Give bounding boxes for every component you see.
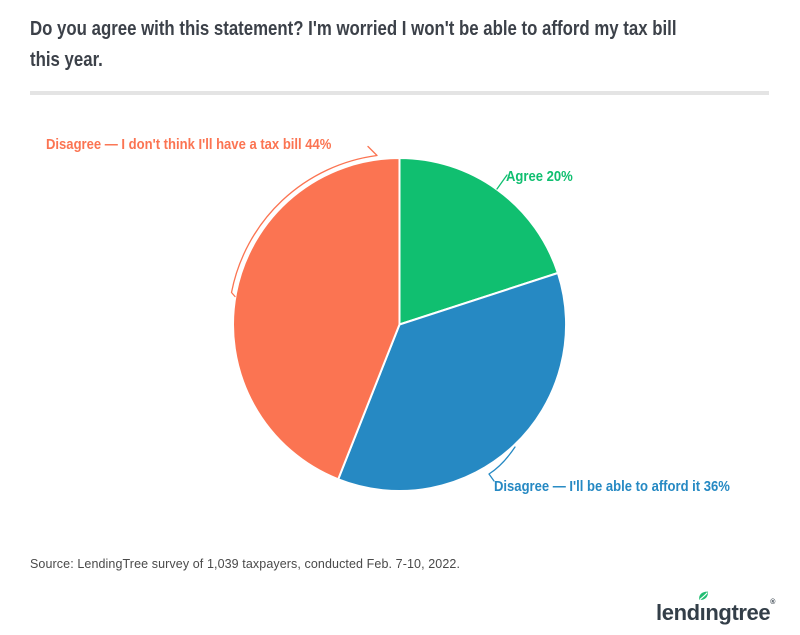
chart-title-line-2: this year. <box>30 49 103 71</box>
logo-text-before-i: lend <box>656 600 700 625</box>
pie-slice-2 <box>232 157 401 481</box>
source-note: Source: LendingTree survey of 1,039 taxp… <box>30 557 461 571</box>
pie-slices <box>232 157 568 493</box>
leaf-icon <box>698 591 708 601</box>
slice-label-disagree-nobill: Disagree — I don't think I'll have a tax… <box>46 136 332 153</box>
pie-slice-1 <box>337 272 568 493</box>
logo-i-char: ı <box>699 600 706 625</box>
registered-mark: ® <box>770 599 775 606</box>
callout-line-agree <box>496 174 508 190</box>
pie-slice-0 <box>398 157 559 326</box>
lendingtree-logo: lend ıngtree® <box>656 590 775 628</box>
callout-line-disagree-afford <box>488 446 516 482</box>
slice-label-disagree-afford: Disagree — I'll be able to afford it 36% <box>494 478 730 495</box>
chart-title-line-1: Do you agree with this statement? I'm wo… <box>30 18 677 40</box>
title-divider <box>30 91 769 95</box>
chart-title: Do you agree with this statement? I'm wo… <box>30 14 676 76</box>
logo-text-after-i: ngtree <box>705 600 771 625</box>
callout-line-disagree-nobill <box>230 145 378 298</box>
logo-i-wrap: ı <box>698 591 708 628</box>
slice-label-agree: Agree 20% <box>506 168 573 185</box>
